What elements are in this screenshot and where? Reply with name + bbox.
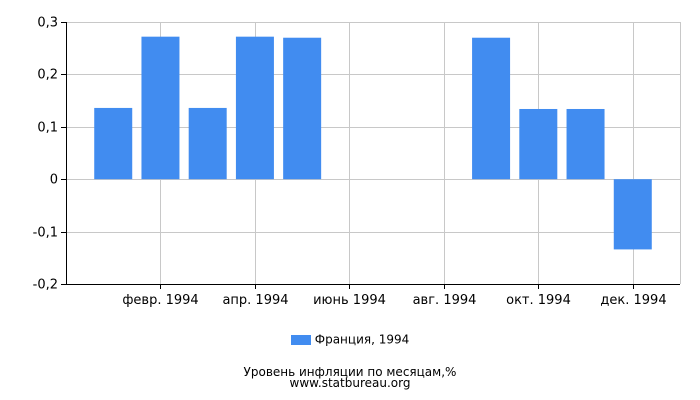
bar bbox=[472, 37, 511, 180]
bar bbox=[283, 37, 322, 180]
grid bbox=[66, 22, 681, 285]
x-tick-label: июнь 1994 bbox=[313, 293, 386, 308]
y-axis-ticks: -0,2 -0,1 0 0,1 0,2 0,3 bbox=[33, 16, 66, 293]
bar bbox=[566, 108, 605, 180]
y-tick-label: 0,2 bbox=[37, 68, 58, 83]
legend-swatch bbox=[290, 334, 311, 345]
bar bbox=[141, 36, 180, 180]
source-url: www.statbureau.org bbox=[289, 376, 411, 390]
x-axis-ticks: февр. 1994 апр. 1994 июнь 1994 авг. 1994 окт… bbox=[122, 284, 667, 308]
bars bbox=[94, 36, 652, 250]
bar bbox=[94, 107, 133, 180]
x-tick-label: окт. 1994 bbox=[506, 293, 571, 308]
y-tick-label: 0,1 bbox=[37, 121, 58, 136]
x-tick-label: февр. 1994 bbox=[122, 293, 198, 308]
axes bbox=[66, 22, 680, 285]
bar bbox=[235, 36, 274, 180]
x-tick-label: авг. 1994 bbox=[413, 293, 477, 308]
y-tick-label: 0 bbox=[50, 173, 58, 188]
x-tick-label: дек. 1994 bbox=[600, 293, 666, 308]
y-tick-label: -0,1 bbox=[33, 226, 58, 241]
y-tick-label: 0,3 bbox=[37, 16, 58, 31]
bar bbox=[519, 108, 558, 180]
bar bbox=[188, 107, 227, 180]
x-tick-label: апр. 1994 bbox=[222, 293, 288, 308]
legend: Франция, 1994 bbox=[0, 332, 700, 347]
legend-label: Франция, 1994 bbox=[314, 332, 410, 347]
chart-title: Уровень инфляции по месяцам,% bbox=[243, 365, 457, 379]
bar bbox=[613, 179, 652, 250]
y-tick-label: -0,2 bbox=[33, 278, 58, 293]
